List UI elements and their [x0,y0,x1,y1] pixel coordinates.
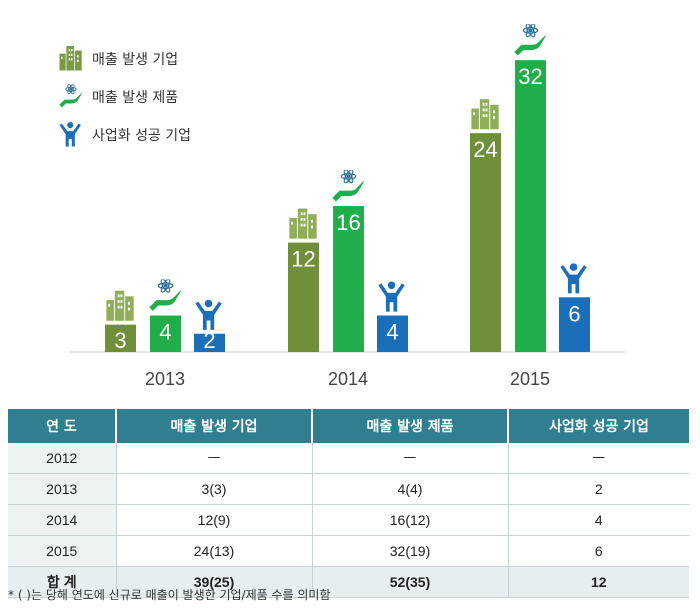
x-tick-label: 2013 [145,369,185,389]
table-total-row: 합 계 39(25) 52(35) 12 [8,566,689,598]
buildings-icon [471,99,499,130]
hand-atom-icon [331,170,365,203]
legend: 매출 발생 기업 매출 발생 제품 사업화 성공 기업 [58,40,191,154]
table-cell: 2015 [8,535,117,567]
bar [150,315,181,352]
table-row: 2013 3(3) 4(4) 2 [8,473,689,505]
bar [194,333,225,352]
table-cell: 4(4) [312,473,509,505]
table-cell: 39(25) [116,566,313,598]
bar-chart: 3 4 2 12 16 4 24 32 6 2013 2014 2015 [70,24,625,389]
legend-item-commercialization: 사업화 성공 기업 [58,116,191,154]
table-header-row: 연 도 매출 발생 기업 매출 발생 제품 사업화 성공 기업 [8,409,689,443]
bar-value-label: 2 [203,328,215,353]
table-cell: 52(35) [312,566,509,598]
x-tick-label: 2014 [328,369,368,389]
table-cell: 24(13) [116,535,313,567]
legend-label: 매출 발생 제품 [92,90,179,106]
hand-atom-icon [148,279,182,312]
table-cell: ㅡ [116,443,313,474]
table-cell: 2013 [8,473,117,505]
hand-atom-icon [513,24,547,57]
table-row: 2012 ㅡ ㅡ ㅡ [8,443,689,474]
column-header: 사업화 성공 기업 [508,409,689,443]
table-cell: 32(19) [312,535,509,567]
bar-value-label: 3 [114,328,126,353]
hand-atom-icon [58,84,83,108]
bar-value-label: 12 [291,247,315,272]
bar [559,297,590,352]
table-cell: 2014 [8,504,117,536]
footnote: * ( )는 당해 연도에 신규로 매출이 발생한 기업/제품 수를 의미함 [8,588,331,602]
buildings-icon [59,46,82,71]
bar [515,60,546,352]
bar [105,324,136,352]
table-row: 2014 12(9) 16(12) 4 [8,504,689,536]
person-success-icon [378,281,405,312]
bars-group: 3 4 2 12 16 4 24 32 6 [105,24,590,353]
table-cell: 3(3) [116,473,313,505]
buildings-icon [289,208,317,239]
bar-value-label: 4 [386,320,398,345]
tick-labels-group: 2013 2014 2015 [145,369,550,389]
person-success-icon [195,299,222,330]
bar [288,242,319,352]
table-cell: 4 [508,504,689,536]
table-cell: 6 [508,535,689,567]
table-cell: 합 계 [8,566,117,598]
bar-value-label: 16 [336,210,360,235]
bar-value-label: 24 [473,137,497,162]
summary-table: 연 도 매출 발생 기업 매출 발생 제품 사업화 성공 기업 2012 ㅡ ㅡ… [8,409,689,598]
column-header: 매출 발생 제품 [312,409,509,443]
table-cell: ㅡ [312,443,509,474]
table-cell: 2012 [8,443,117,474]
column-header: 연 도 [8,409,117,443]
legend-label: 매출 발생 기업 [92,52,179,68]
legend-item-revenue-product: 매출 발생 제품 [58,78,191,116]
table-row: 2015 24(13) 32(19) 6 [8,535,689,567]
person-success-icon [560,263,587,294]
table-cell: 12 [508,566,689,598]
table-cell: 2 [508,473,689,505]
buildings-icon [106,290,134,321]
table-cell: 16(12) [312,504,509,536]
table-cell: 12(9) [116,504,313,536]
legend-label: 사업화 성공 기업 [92,128,192,144]
bar [333,206,364,352]
table-cell: ㅡ [508,443,689,474]
bar [377,315,408,352]
bar [470,133,501,352]
x-tick-label: 2015 [510,369,550,389]
column-header: 매출 발생 기업 [116,409,313,443]
legend-item-revenue-company: 매출 발생 기업 [58,40,191,78]
bar-value-label: 4 [159,320,171,345]
bar-value-label: 6 [568,301,580,326]
person-success-icon [59,122,81,147]
bar-value-label: 32 [518,64,542,89]
